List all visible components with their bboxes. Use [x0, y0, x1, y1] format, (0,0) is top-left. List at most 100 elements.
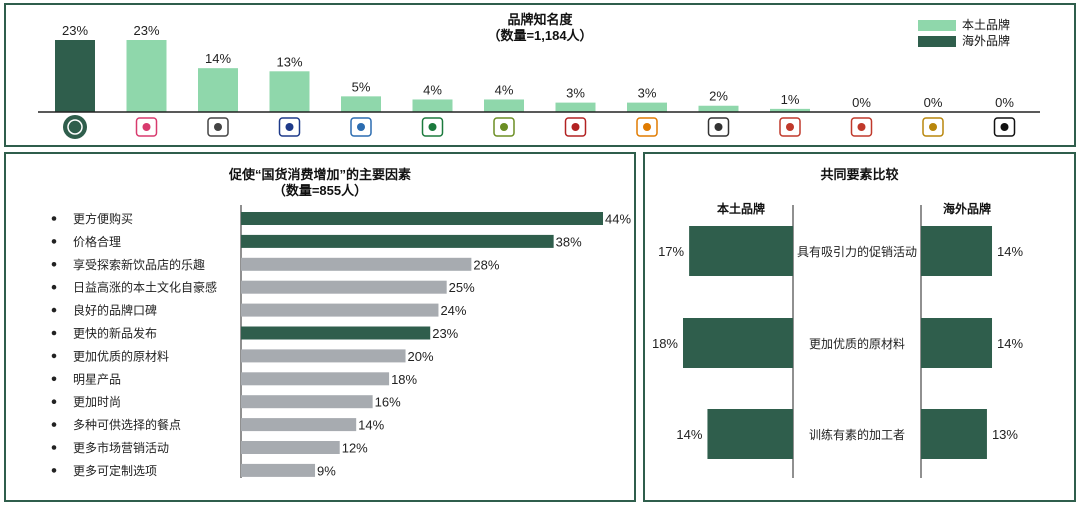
- comparison-domestic-bar: [689, 226, 793, 276]
- comparison-domestic-value: 17%: [658, 244, 684, 259]
- awareness-value-label: 5%: [352, 79, 371, 94]
- driver-value-label: 28%: [473, 257, 499, 272]
- driver-bar: [241, 280, 447, 294]
- awareness-value-label: 23%: [62, 23, 88, 38]
- driver-value-label: 9%: [317, 463, 336, 478]
- legend-domestic-label: 本土品牌: [962, 18, 1011, 32]
- brand-logo-icon: [350, 117, 372, 137]
- legend-foreign-swatch: [918, 36, 956, 48]
- bullet-icon: [51, 284, 57, 290]
- brand-awareness-chart: 23% 23% 14% 13% 5% 4% 4% 3% 3% 2% 1% 0% 0% 0%: [38, 23, 1040, 139]
- driver-bar: [241, 441, 340, 454]
- awareness-value-label: 13%: [276, 54, 302, 69]
- driver-category-label: 更加时尚: [73, 395, 121, 409]
- bullet-icon: [51, 468, 57, 473]
- comparison-domestic-value: 18%: [652, 336, 678, 351]
- comparison-foreign-bar: [921, 226, 993, 276]
- driver-bar: [241, 303, 439, 317]
- driver-bar: [241, 418, 357, 432]
- awareness-value-label: 0%: [852, 95, 871, 110]
- brand-awareness-title: 品牌知名度: [507, 12, 573, 27]
- driver-bar: [241, 395, 373, 409]
- awareness-value-label: 4%: [423, 82, 442, 97]
- driver-bar: [241, 257, 472, 271]
- awareness-bar: [698, 105, 739, 112]
- brand-logo-icon: [63, 115, 87, 139]
- drivers-title: 促使“国货消费增加”的主要因素: [228, 167, 411, 182]
- driver-category-label: 更方便购买: [73, 211, 133, 226]
- driver-value-label: 25%: [449, 280, 475, 295]
- driver-category-label: 更快的新品发布: [73, 326, 157, 341]
- comparison-foreign-bar: [921, 409, 987, 459]
- legend-domestic-swatch: [918, 20, 956, 32]
- brand-logo-mark-icon: [786, 123, 794, 131]
- brand-logo-mark-icon: [214, 123, 222, 131]
- awareness-value-label: 2%: [709, 89, 728, 104]
- awareness-bar: [126, 40, 167, 112]
- driver-value-label: 14%: [358, 418, 384, 433]
- brand-logo-icon: [636, 117, 658, 137]
- legend-domestic: 本土品牌: [918, 18, 1010, 32]
- comparison-foreign-value: 13%: [992, 427, 1018, 442]
- driver-category-label: 享受探索新饮品店的乐趣: [73, 257, 205, 272]
- awareness-value-label: 0%: [995, 95, 1014, 110]
- brand-awareness-panel: 品牌知名度 （数量=1,184人）: [4, 3, 1076, 147]
- driver-value-label: 16%: [375, 395, 401, 410]
- awareness-value-label: 23%: [133, 23, 159, 38]
- comparison-category-label: 具有吸引力的促销活动: [797, 244, 917, 259]
- brand-awareness-subtitle: （数量=1,184人）: [487, 28, 593, 43]
- brand-logo-icon: [421, 117, 444, 137]
- bullet-icon: [51, 445, 57, 450]
- awareness-value-label: 0%: [924, 95, 943, 110]
- driver-bar: [241, 349, 406, 363]
- comparison-foreign-value: 14%: [997, 336, 1023, 351]
- driver-bar: [241, 326, 431, 340]
- driver-category-label: 价格合理: [73, 234, 121, 249]
- brand-logo-mark-icon: [285, 123, 294, 131]
- driver-bar: [241, 212, 603, 225]
- comparison-category-label: 更加优质的原材料: [809, 336, 905, 351]
- brand-logo-icon: [493, 117, 515, 137]
- bullet-icon: [51, 376, 57, 382]
- brand-logo-icon: [207, 117, 229, 137]
- driver-category-label: 更多市场营销活动: [73, 440, 169, 455]
- comparison-domestic-header: 本土品牌: [716, 202, 765, 216]
- brand-logo-mark-icon: [428, 123, 437, 131]
- brand-logo-mark-icon: [142, 123, 151, 131]
- driver-category-label: 更多可定制选项: [73, 463, 157, 478]
- comparison-title: 共同要素比较: [820, 167, 899, 182]
- awareness-value-label: 14%: [205, 51, 231, 66]
- bullet-icon: [51, 262, 57, 267]
- awareness-bar: [55, 40, 95, 112]
- bullet-icon: [51, 216, 57, 221]
- awareness-value-label: 3%: [566, 86, 585, 101]
- brand-logo-mark-icon: [714, 123, 723, 131]
- comparison-foreign-header: 海外品牌: [942, 202, 991, 216]
- awareness-bar: [484, 99, 524, 112]
- comparison-domestic-bar: [707, 409, 793, 459]
- brand-logo-icon: [564, 117, 587, 137]
- legend-foreign-label: 海外品牌: [962, 34, 1011, 48]
- legend-foreign: 海外品牌: [918, 34, 1010, 48]
- awareness-bar: [341, 96, 381, 112]
- comparison-domestic-value: 14%: [676, 427, 702, 442]
- brand-logo-mark-icon: [571, 123, 580, 131]
- driver-value-label: 20%: [408, 349, 434, 364]
- awareness-bar: [627, 102, 667, 112]
- comparison-foreign-bar: [921, 318, 993, 368]
- driver-category-label: 明星产品: [73, 372, 121, 386]
- brand-logo-mark-icon: [929, 123, 937, 131]
- driver-value-label: 23%: [432, 326, 458, 341]
- awareness-value-label: 3%: [638, 86, 657, 101]
- awareness-bar: [269, 71, 310, 112]
- driver-value-label: 12%: [342, 441, 368, 456]
- comparison-category-label: 训练有素的加工者: [809, 427, 905, 442]
- brand-logo-icon: [278, 117, 301, 137]
- drivers-subtitle: （数量=855人）: [272, 183, 368, 198]
- awareness-value-label: 1%: [781, 92, 800, 107]
- drivers-chart: 44% 更方便购买 38% 价格合理 28% 享受探索新饮品店的乐趣 25% 日益高涨的本土文…: [51, 205, 631, 478]
- brand-logo-icon: [779, 117, 801, 137]
- driver-bar: [241, 234, 554, 248]
- bullet-icon: [51, 399, 57, 405]
